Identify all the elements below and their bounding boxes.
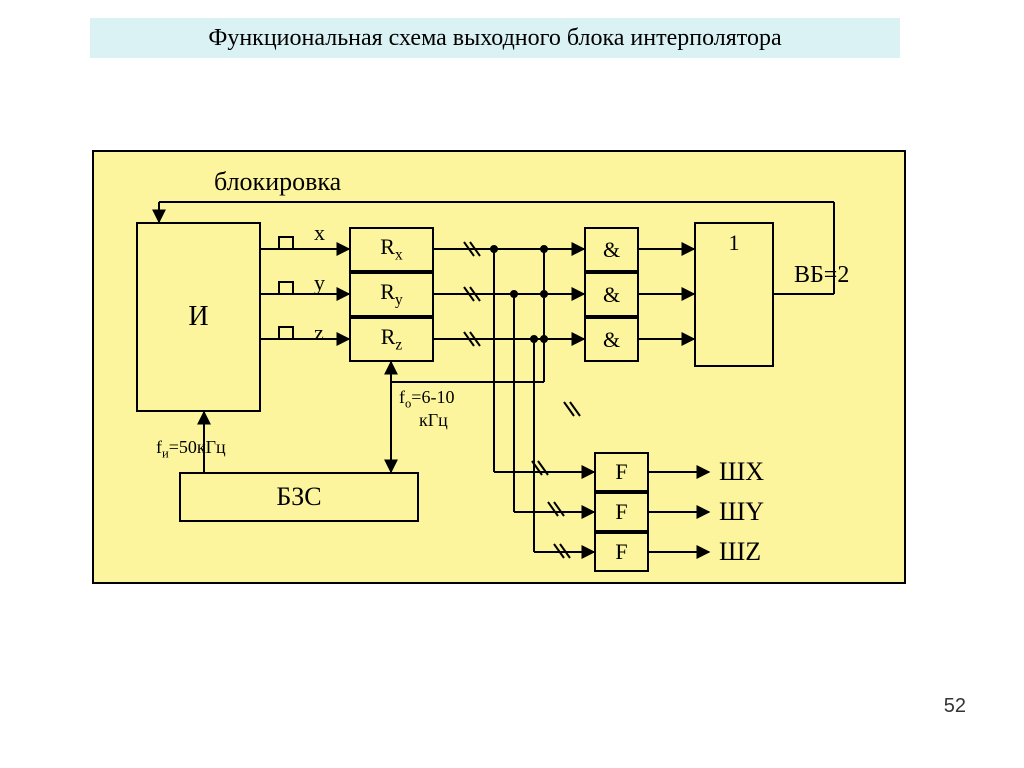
- page-title: Функциональная схема выходного блока инт…: [90, 18, 900, 58]
- page-number: 52: [944, 695, 966, 718]
- diagram-panel: И Rx Ry Rz & & & 1 F F F БЗС блокировка …: [92, 150, 906, 584]
- wiring-svg: [94, 152, 904, 582]
- title-text: Функциональная схема выходного блока инт…: [208, 25, 781, 52]
